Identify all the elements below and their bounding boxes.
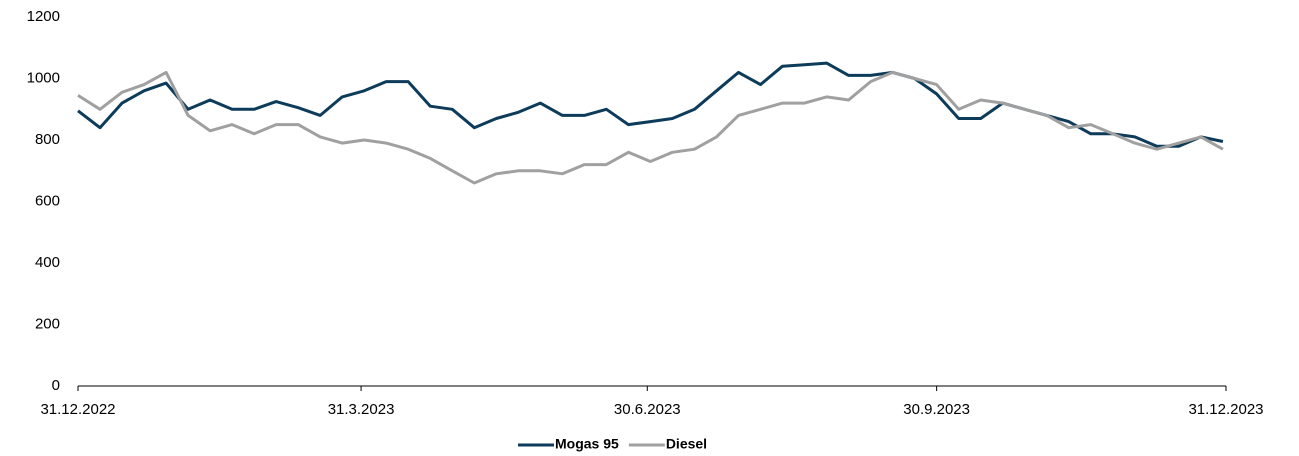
- y-tick-label: 0: [52, 377, 60, 394]
- y-tick-label: 400: [35, 254, 60, 271]
- y-tick-label: 800: [35, 131, 60, 148]
- x-tick-label: 31.3.2023: [328, 401, 395, 418]
- x-tick-label: 31.12.2022: [40, 401, 115, 418]
- y-tick-label: 200: [35, 315, 60, 332]
- x-tick-label: 30.9.2023: [903, 401, 970, 418]
- x-tick-label: 31.12.2023: [1188, 401, 1263, 418]
- legend-label: Diesel: [666, 436, 707, 452]
- x-tick-label: 30.6.2023: [614, 401, 681, 418]
- y-tick-label: 1000: [27, 69, 60, 86]
- y-tick-label: 1200: [27, 8, 60, 25]
- legend-label: Mogas 95: [555, 436, 619, 452]
- line-series: [77, 61, 1224, 148]
- y-tick-label: 600: [35, 192, 60, 209]
- line-series: [77, 70, 1224, 185]
